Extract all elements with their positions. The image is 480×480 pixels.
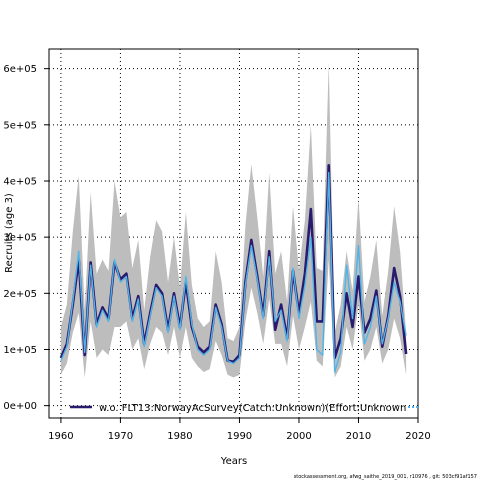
y-axis-title: Recruits (age 3)	[4, 193, 15, 273]
plot-frame	[48, 48, 419, 419]
y-tick-label: 3e+05	[3, 233, 37, 244]
x-tick-label: 1970	[108, 431, 133, 442]
x-axis: 1960 1970 1980 1990 2000 2010 2020	[48, 418, 431, 442]
legend: w.o. FLT13:NorwayAcSurvey(Catch:Unknown)…	[70, 403, 418, 414]
legend-label: w.o. FLT13:NorwayAcSurvey(Catch:Unknown)…	[99, 403, 406, 414]
y-axis: 0e+00 1e+05 2e+05 3e+05 4e+05 5e+05 6e+05	[3, 64, 49, 412]
x-tick-label: 2020	[405, 431, 430, 442]
x-axis-title: Years	[220, 456, 247, 467]
series-line-1	[60, 171, 407, 373]
y-tick-label: 2e+05	[3, 289, 37, 300]
y-tick-label: 5e+05	[3, 120, 37, 131]
x-tick-label: 1990	[227, 431, 252, 442]
y-tick-label: 1e+05	[3, 345, 37, 356]
ci-band-area	[60, 63, 407, 378]
x-tick-label: 2000	[286, 431, 311, 442]
x-tick-label: 2010	[346, 431, 371, 442]
series-lines	[59, 163, 408, 373]
y-tick-label: 4e+05	[3, 176, 37, 187]
confidence-band	[60, 63, 407, 378]
x-tick-label: 1980	[167, 431, 192, 442]
y-tick-label: 0e+00	[3, 401, 37, 412]
footer-text: stockassessment.org, afwg_saithe_2019_00…	[294, 474, 477, 480]
x-tick-label: 1960	[48, 431, 73, 442]
y-tick-label: 6e+05	[3, 64, 37, 75]
